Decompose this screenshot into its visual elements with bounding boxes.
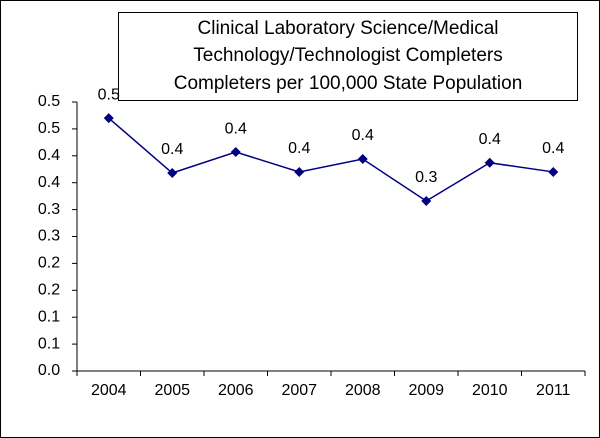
y-tick-label: 0.1 — [38, 335, 60, 352]
data-label: 0.3 — [415, 169, 437, 186]
x-tick-label: 2007 — [281, 382, 317, 399]
x-tick-label: 2011 — [536, 382, 571, 399]
y-tick-label: 0.1 — [38, 308, 60, 325]
marker — [167, 168, 178, 179]
y-tick-label: 0.3 — [38, 228, 60, 245]
y-tick-label: 0.2 — [38, 255, 60, 272]
x-tick-label: 2009 — [408, 382, 444, 399]
marker — [421, 195, 432, 206]
data-label: 0.4 — [542, 140, 564, 157]
chart-title: Clinical Laboratory Science/Medical — [198, 18, 499, 39]
data-label: 0.4 — [161, 141, 183, 158]
x-tick-label: 2006 — [218, 382, 254, 399]
data-label: 0.4 — [479, 131, 501, 148]
marker — [230, 147, 241, 158]
chart-title: Completers per 100,000 State Population — [174, 73, 523, 94]
title-box — [118, 12, 578, 101]
y-tick-label: 0.4 — [38, 147, 60, 164]
chart-title: Technology/Technologist Completers — [193, 45, 502, 66]
data-label: 0.4 — [288, 140, 310, 157]
y-tick-label: 0.3 — [38, 201, 60, 218]
series-line — [108, 117, 554, 202]
marker — [103, 113, 114, 124]
y-tick-label: 0.0 — [38, 362, 60, 379]
y-tick-label: 0.5 — [38, 120, 60, 137]
y-tick-label: 0.5 — [38, 93, 60, 110]
marker — [294, 166, 305, 177]
x-tick-label: 2005 — [154, 382, 190, 399]
data-label: 0.4 — [225, 120, 247, 137]
data-label: 0.5 — [98, 86, 120, 103]
x-tick-label: 2008 — [345, 382, 381, 399]
marker — [548, 166, 559, 177]
marker — [484, 157, 495, 168]
y-tick-label: 0.4 — [38, 174, 60, 191]
y-tick-label: 0.2 — [38, 282, 60, 299]
x-tick-label: 2010 — [472, 382, 508, 399]
data-label: 0.4 — [352, 127, 374, 144]
x-tick-label: 2004 — [91, 382, 127, 399]
marker — [357, 154, 368, 165]
